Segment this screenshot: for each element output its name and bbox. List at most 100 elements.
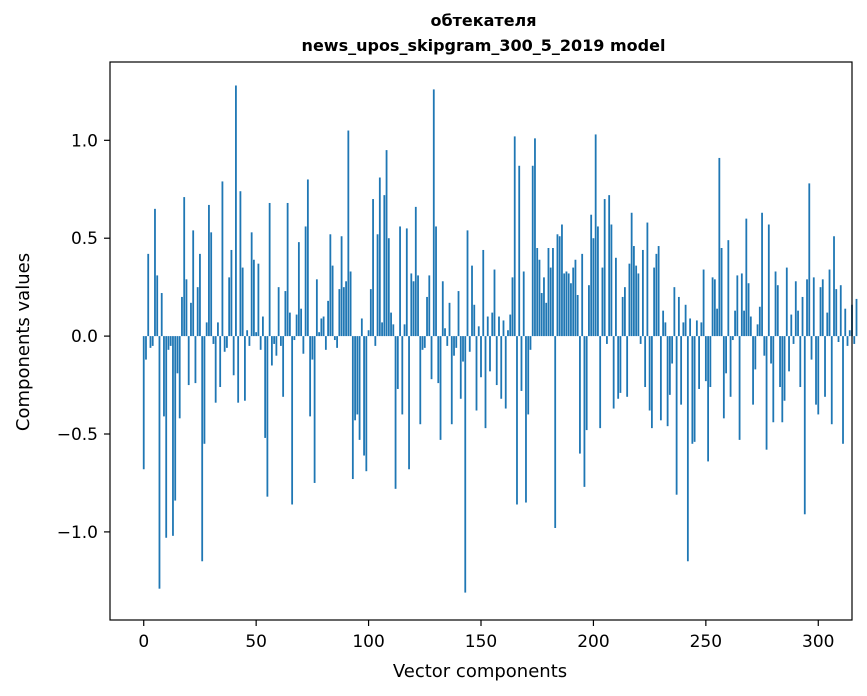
- bar-161: [504, 336, 507, 409]
- bar-57: [270, 336, 273, 366]
- bar-275: [761, 212, 763, 337]
- bar-133: [441, 281, 444, 337]
- bar-146: [471, 265, 473, 337]
- bar-12: [169, 336, 172, 346]
- y-axis-ticks: −1.0 −0.5 0.0 0.5 1.0: [57, 131, 110, 543]
- bar-232: [664, 322, 667, 337]
- bar-22: [192, 230, 195, 337]
- bar-180: [547, 248, 550, 337]
- bar-189: [567, 273, 570, 337]
- bar-91: [347, 130, 350, 337]
- bar-42: [237, 336, 240, 403]
- bar-216: [628, 263, 631, 337]
- bar-152: [484, 336, 487, 429]
- bar-198: [588, 285, 590, 337]
- bar-220: [637, 273, 640, 337]
- bar-187: [563, 273, 566, 337]
- bar-181: [549, 267, 552, 337]
- bar-122: [417, 275, 419, 337]
- bar-192: [574, 259, 577, 337]
- bar-204: [601, 267, 604, 337]
- bar-250: [704, 336, 707, 382]
- chart-title-line-1: обтекателя: [430, 11, 537, 30]
- bar-165: [513, 136, 516, 337]
- bar-93: [351, 336, 354, 480]
- bar-120: [412, 281, 415, 337]
- bar-70: [300, 308, 303, 337]
- bar-117: [405, 228, 408, 337]
- bar-35: [221, 181, 224, 337]
- bar-127: [428, 275, 431, 337]
- bar-7: [158, 336, 161, 589]
- bar-172: [529, 336, 532, 350]
- bar-61: [279, 336, 282, 346]
- bar-46: [246, 330, 249, 337]
- bar-39: [230, 249, 233, 337]
- bar-188: [565, 271, 568, 337]
- bar-239: [680, 336, 683, 405]
- bar-282: [776, 285, 779, 337]
- bar-115: [401, 336, 404, 415]
- bar-154: [489, 336, 491, 372]
- bar-67: [293, 336, 296, 341]
- bar-235: [671, 336, 674, 364]
- bar-141: [459, 336, 462, 399]
- bar-236: [673, 287, 676, 337]
- bar-228: [655, 253, 658, 337]
- bar-118: [408, 336, 410, 470]
- bar-72: [304, 226, 307, 337]
- bar-182: [552, 248, 554, 337]
- bar-90: [345, 281, 347, 337]
- bar-202: [597, 226, 599, 337]
- bar-186: [561, 224, 563, 337]
- bar-289: [792, 336, 795, 344]
- y-tick-label: −0.5: [57, 425, 98, 445]
- bar-229: [657, 246, 660, 337]
- bar-169: [522, 271, 525, 337]
- bar-58: [273, 336, 276, 344]
- bar-276: [763, 336, 766, 356]
- y-tick-label: −1.0: [57, 523, 98, 543]
- bar-18: [183, 197, 186, 337]
- bar-26: [201, 336, 204, 562]
- bar-63: [284, 291, 287, 337]
- bar-108: [385, 150, 388, 337]
- bar-43: [239, 191, 242, 337]
- bar-173: [531, 165, 534, 337]
- bar-99: [365, 336, 368, 472]
- bar-38: [228, 277, 231, 337]
- bar-131: [437, 336, 440, 384]
- x-axis-ticks: 0 50 100 150 200 250 300: [138, 620, 834, 652]
- bar-273: [756, 324, 759, 337]
- bar-123: [419, 336, 422, 425]
- bar-71: [302, 336, 305, 354]
- bar-233: [666, 336, 669, 427]
- bar-66: [291, 336, 294, 505]
- bar-267: [743, 310, 745, 337]
- bar-148: [475, 336, 478, 411]
- bar-308: [835, 289, 838, 337]
- bar-73: [306, 179, 309, 337]
- x-tick-label: 0: [138, 632, 149, 652]
- bar-140: [457, 291, 460, 337]
- bar-6: [156, 275, 159, 337]
- bar-281: [774, 271, 777, 337]
- bar-56: [268, 202, 271, 337]
- bar-15: [176, 336, 179, 374]
- bar-101: [369, 289, 372, 337]
- bar-81: [324, 336, 327, 350]
- bar-94: [354, 336, 356, 421]
- bar-48: [250, 232, 253, 337]
- x-tick-label: 250: [690, 632, 722, 652]
- bar-32: [214, 336, 217, 403]
- bar-269: [747, 283, 750, 337]
- chart-title-line-2: news_upos_skipgram_300_5_2019 model: [301, 36, 666, 55]
- bar-88: [340, 236, 343, 337]
- bar-10: [165, 336, 168, 538]
- bar-137: [450, 336, 453, 425]
- bar-167: [518, 165, 521, 337]
- bar-247: [698, 336, 700, 389]
- bar-129: [432, 89, 435, 337]
